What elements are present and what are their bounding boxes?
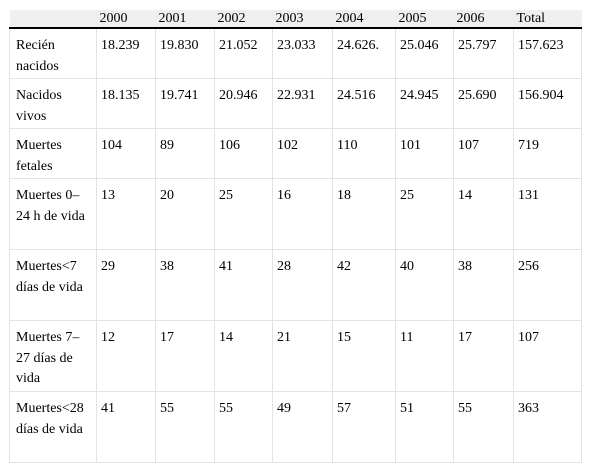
table-cell: 19.830 [155, 28, 215, 79]
table-cell: 57 [332, 391, 396, 463]
table-cell: 106 [214, 128, 273, 179]
table-cell: 20 [155, 178, 215, 250]
row-label: Muertes 0–24 h de vida [9, 178, 97, 250]
table-cell: 11 [395, 320, 454, 392]
table-cell: 14 [214, 320, 273, 392]
table-cell-total: 256 [513, 249, 582, 321]
table-cell: 15 [332, 320, 396, 392]
table-cell: 102 [272, 128, 333, 179]
table-cell: 17 [453, 320, 514, 392]
table-cell-total: 156.904 [513, 78, 582, 129]
table-cell: 24.945 [395, 78, 454, 129]
table-row-muertes-menos-7-dias: Muertes<7 días de vida 29 38 41 28 42 40… [9, 249, 582, 321]
table-cell: 55 [453, 391, 514, 463]
table-cell: 104 [96, 128, 156, 179]
table-cell: 25.797 [453, 28, 514, 79]
table-cell: 38 [453, 249, 514, 321]
header-cell-2002: 2002 [214, 10, 273, 29]
table-cell: 18 [332, 178, 396, 250]
table-cell: 19.741 [155, 78, 215, 129]
row-label: Nacidos vivos [9, 78, 97, 129]
birth-mortality-table: 2000 2001 2002 2003 2004 2005 2006 Total… [9, 10, 582, 463]
table-cell: 38 [155, 249, 215, 321]
table-cell: 21.052 [214, 28, 273, 79]
table-cell: 41 [214, 249, 273, 321]
header-cell-2005: 2005 [395, 10, 454, 29]
table-cell: 22.931 [272, 78, 333, 129]
table-cell: 110 [332, 128, 396, 179]
header-row: 2000 2001 2002 2003 2004 2005 2006 Total [9, 10, 582, 29]
header-cell-2006: 2006 [453, 10, 514, 29]
row-label: Muertes 7–27 días de vida [9, 320, 97, 392]
table-cell: 51 [395, 391, 454, 463]
table-cell: 25 [395, 178, 454, 250]
table-cell: 41 [96, 391, 156, 463]
table-cell: 23.033 [272, 28, 333, 79]
statistics-table-container: 2000 2001 2002 2003 2004 2005 2006 Total… [9, 10, 582, 463]
table-row-recien-nacidos: Recién nacidos 18.239 19.830 21.052 23.0… [9, 28, 582, 79]
table-cell: 25.690 [453, 78, 514, 129]
table-cell: 18.239 [96, 28, 156, 79]
table-cell: 40 [395, 249, 454, 321]
header-cell-2001: 2001 [155, 10, 215, 29]
table-cell: 55 [155, 391, 215, 463]
table-cell: 20.946 [214, 78, 273, 129]
header-cell-2000: 2000 [96, 10, 156, 29]
table-cell-total: 157.623 [513, 28, 582, 79]
table-row-muertes-7-27-dias: Muertes 7–27 días de vida 12 17 14 21 15… [9, 320, 582, 392]
table-cell: 18.135 [96, 78, 156, 129]
table-cell-total: 719 [513, 128, 582, 179]
table-cell-total: 363 [513, 391, 582, 463]
table-cell: 29 [96, 249, 156, 321]
table-cell: 49 [272, 391, 333, 463]
table-row-muertes-menos-28-dias: Muertes<28 días de vida 41 55 55 49 57 5… [9, 391, 582, 463]
table-cell: 16 [272, 178, 333, 250]
table-cell-total: 131 [513, 178, 582, 250]
table-cell: 89 [155, 128, 215, 179]
row-label: Muertes fetales [9, 128, 97, 179]
table-cell: 42 [332, 249, 396, 321]
table-cell: 25.046 [395, 28, 454, 79]
table-row-nacidos-vivos: Nacidos vivos 18.135 19.741 20.946 22.93… [9, 78, 582, 129]
table-cell: 13 [96, 178, 156, 250]
row-label: Muertes<28 días de vida [9, 391, 97, 463]
header-cell-2004: 2004 [332, 10, 396, 29]
table-cell-total: 107 [513, 320, 582, 392]
header-cell-blank [9, 10, 97, 29]
table-cell: 55 [214, 391, 273, 463]
table-cell: 24.626. [332, 28, 396, 79]
table-cell: 12 [96, 320, 156, 392]
table-cell: 25 [214, 178, 273, 250]
table-cell: 28 [272, 249, 333, 321]
table-row-muertes-0-24h: Muertes 0–24 h de vida 13 20 25 16 18 25… [9, 178, 582, 250]
header-cell-2003: 2003 [272, 10, 333, 29]
row-label: Muertes<7 días de vida [9, 249, 97, 321]
table-cell: 101 [395, 128, 454, 179]
header-cell-total: Total [513, 10, 582, 29]
table-cell: 24.516 [332, 78, 396, 129]
table-cell: 107 [453, 128, 514, 179]
table-row-muertes-fetales: Muertes fetales 104 89 106 102 110 101 1… [9, 128, 582, 179]
row-label: Recién nacidos [9, 28, 97, 79]
table-cell: 21 [272, 320, 333, 392]
table-cell: 14 [453, 178, 514, 250]
table-cell: 17 [155, 320, 215, 392]
